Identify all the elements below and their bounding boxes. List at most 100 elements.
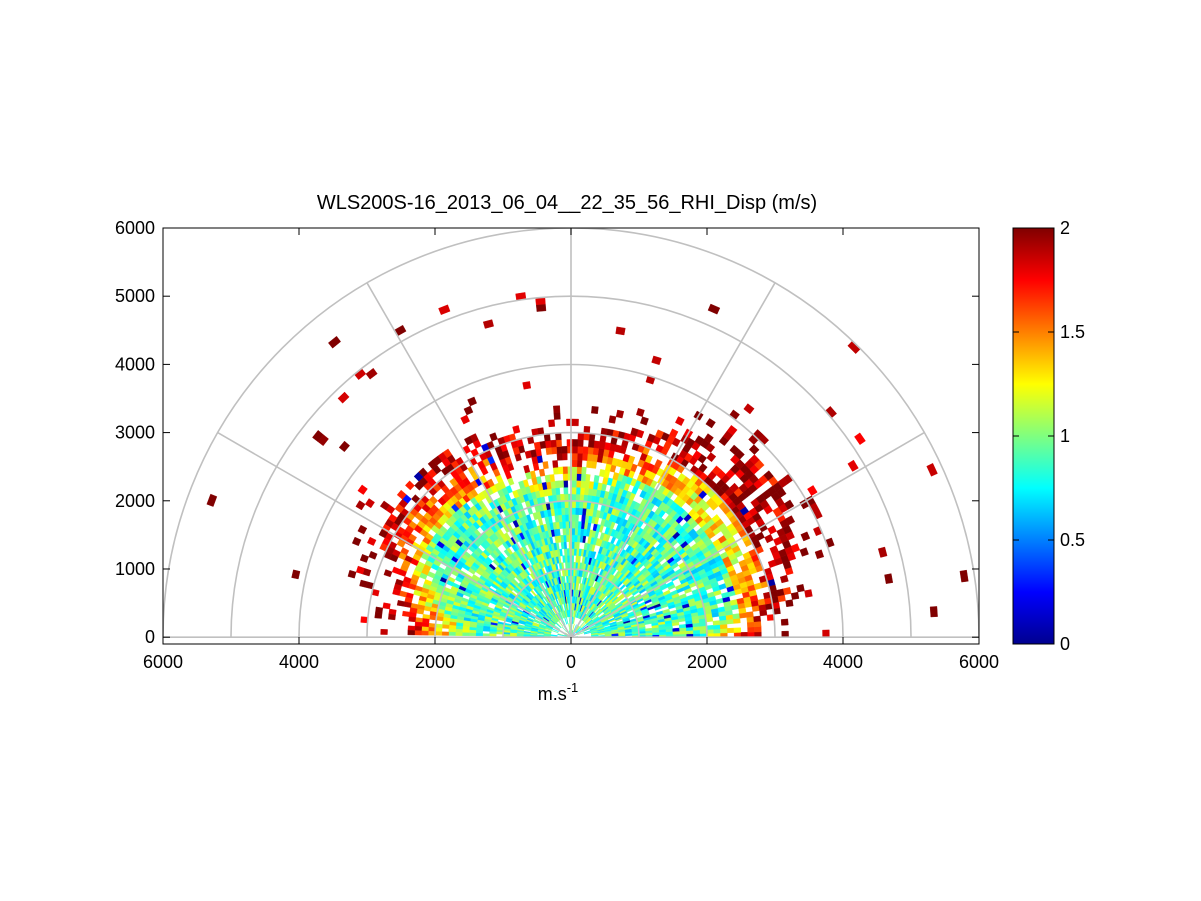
data-cell <box>563 493 569 502</box>
data-cell <box>568 602 570 611</box>
data-cell <box>703 433 714 444</box>
data-cell <box>717 606 726 613</box>
data-cell <box>563 480 569 488</box>
data-cell <box>729 482 740 493</box>
data-cell <box>571 548 575 556</box>
data-cell <box>572 623 575 631</box>
data-cell <box>564 514 569 522</box>
data-cell <box>533 441 541 450</box>
data-cell <box>553 412 561 420</box>
data-cell <box>379 500 390 511</box>
data-cell <box>711 514 721 524</box>
data-cell <box>571 541 575 549</box>
data-cell <box>482 633 490 637</box>
data-cell <box>571 507 576 515</box>
data-cell <box>562 527 567 536</box>
data-cell <box>463 405 474 416</box>
data-cell <box>414 621 423 627</box>
data-cell <box>686 630 694 635</box>
data-cell <box>575 507 580 515</box>
y-tick-label: 1000 <box>115 559 155 579</box>
data-cell <box>571 487 577 495</box>
y-tick-label: 3000 <box>115 423 155 443</box>
data-cell <box>556 453 563 461</box>
data-cell <box>854 432 866 445</box>
data-cell <box>438 304 451 315</box>
polar-grid <box>163 228 979 638</box>
data-cell <box>732 613 741 620</box>
data-cell <box>391 566 401 575</box>
data-cell <box>577 446 584 454</box>
data-cell <box>455 628 463 633</box>
data-cell <box>523 464 531 474</box>
data-cell <box>428 622 436 628</box>
data-cell <box>799 547 809 557</box>
data-cell <box>699 629 708 634</box>
data-cell <box>800 531 811 542</box>
data-cell <box>312 430 324 442</box>
data-cell <box>599 469 606 478</box>
data-cell <box>729 444 740 455</box>
data-cell <box>577 632 585 636</box>
data-cell <box>564 507 569 515</box>
data-cell <box>489 633 497 637</box>
data-cell <box>767 525 777 535</box>
data-cell <box>427 630 436 636</box>
data-cell <box>790 591 800 600</box>
plot-area: 6000 4000 2000 0 2000 4000 6000 0 1000 2000 3000 40… <box>115 218 999 672</box>
data-cell <box>707 303 721 315</box>
data-cell <box>785 515 796 526</box>
data-cell <box>929 606 938 618</box>
data-cell <box>565 527 570 536</box>
data-cell <box>396 600 405 607</box>
data-cell <box>630 427 639 437</box>
data-cell <box>645 627 653 632</box>
data-cell <box>535 303 547 312</box>
data-cell <box>572 418 579 427</box>
y-tick-label: 6000 <box>115 218 155 238</box>
data-cell <box>407 625 416 631</box>
data-cell <box>568 616 571 624</box>
data-cell <box>482 628 491 632</box>
data-cell <box>729 599 739 606</box>
data-cell <box>796 584 805 593</box>
data-cell <box>610 536 617 545</box>
x-axis-label: m.s-1 <box>538 680 579 704</box>
data-cell <box>357 484 368 495</box>
polar-spoke <box>217 431 572 638</box>
data-cell <box>512 425 521 434</box>
polar-spoke <box>366 282 572 638</box>
data-cell <box>464 436 474 446</box>
data-cell <box>654 459 663 469</box>
data-cell <box>784 499 795 510</box>
data-cell <box>550 439 557 448</box>
data-cell <box>692 629 701 635</box>
y-tick-label: 5000 <box>115 286 155 306</box>
data-cell <box>489 631 497 635</box>
data-cell <box>421 630 429 636</box>
data-cell <box>576 459 583 468</box>
data-cell <box>706 624 714 630</box>
data-cell <box>713 628 721 634</box>
data-cell <box>291 569 301 580</box>
data-cell <box>561 446 568 454</box>
data-cell <box>591 406 599 414</box>
data-cell <box>584 480 590 489</box>
colorbar-gradient <box>1012 227 1055 645</box>
data-cell <box>550 446 558 455</box>
data-cell <box>434 627 443 633</box>
data-cell <box>503 549 511 557</box>
data-cell <box>557 634 565 637</box>
data-cell <box>847 459 859 472</box>
data-cell <box>562 473 568 481</box>
data-cell <box>577 439 584 447</box>
data-cell <box>575 626 581 633</box>
data-cell <box>206 493 218 507</box>
data-cell <box>408 616 417 623</box>
data-cell <box>926 463 938 477</box>
data-cell <box>615 326 626 336</box>
data-cell <box>669 428 679 438</box>
data-cell <box>712 620 721 626</box>
data-cell <box>884 573 894 584</box>
colorbar-tick-label: 1 <box>1060 426 1070 446</box>
